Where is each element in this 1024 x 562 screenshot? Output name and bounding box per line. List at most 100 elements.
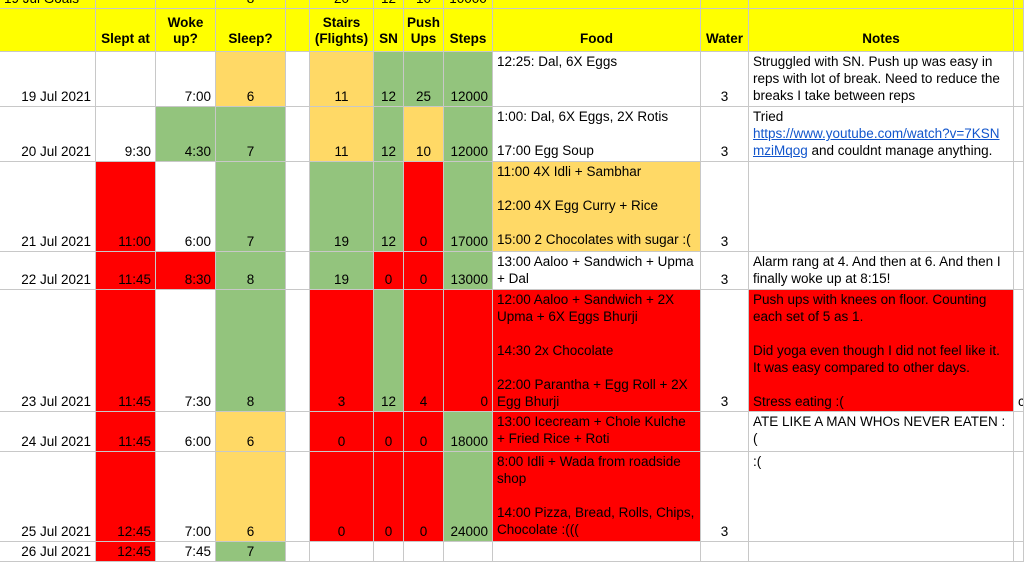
cell-steps[interactable]: 24000 [444,452,493,542]
cell-slept[interactable]: 12:45 [96,542,156,562]
cell-sn[interactable]: 12 [374,52,404,107]
cell-date[interactable]: 24 Jul 2021 [0,412,96,452]
cell-woke[interactable]: 6:00 [156,162,216,252]
cell-woke[interactable]: 6:00 [156,412,216,452]
cell-slept[interactable]: 11:45 [96,252,156,290]
cell-steps[interactable] [444,542,493,562]
cell-extra[interactable] [1014,107,1024,162]
cell-slept[interactable]: 9:30 [96,107,156,162]
cell-slept[interactable]: 11:45 [96,290,156,412]
cell-push[interactable]: 4 [404,290,444,412]
cell-stairs[interactable]: 19 [310,162,374,252]
cell-food[interactable]: 13:00 Aaloo + Sandwich + Upma + Dal [493,252,701,290]
cell-sleep[interactable]: 8 [216,290,286,412]
cell-gap[interactable] [286,542,310,562]
cell-sleep[interactable]: 8 [216,252,286,290]
cell-stairs[interactable]: 11 [310,52,374,107]
cell-notes[interactable] [749,542,1014,562]
goal-cell-steps[interactable]: 10000 [444,0,493,9]
cell-sn[interactable]: 0 [374,252,404,290]
cell-stairs[interactable]: 0 [310,452,374,542]
cell-gap[interactable] [286,290,310,412]
cell-steps[interactable]: 12000 [444,52,493,107]
cell-push[interactable]: 0 [404,252,444,290]
cell-extra[interactable]: c [1014,290,1024,412]
cell-date[interactable]: 21 Jul 2021 [0,162,96,252]
cell-sleep[interactable]: 6 [216,52,286,107]
goal-cell-gap[interactable] [286,0,310,9]
cell-sn[interactable]: 0 [374,412,404,452]
youtube-link[interactable]: https://www.youtube.com/watch?v=7KSNmziM… [753,126,1000,158]
cell-date[interactable]: 19 Jul 2021 [0,52,96,107]
cell-gap[interactable] [286,107,310,162]
cell-sn[interactable]: 12 [374,162,404,252]
cell-food[interactable]: 12:25: Dal, 6X Eggs [493,52,701,107]
cell-steps[interactable]: 18000 [444,412,493,452]
header-stairs[interactable]: Stairs (Flights) [310,9,374,52]
cell-food[interactable]: 1:00: Dal, 6X Eggs, 2X Rotis 17:00 Egg So… [493,107,701,162]
cell-date[interactable]: 23 Jul 2021 [0,290,96,412]
cell-date[interactable]: 26 Jul 2021 [0,542,96,562]
cell-notes[interactable]: ATE LIKE A MAN WHOs NEVER EATEN :( [749,412,1014,452]
header-steps[interactable]: Steps [444,9,493,52]
cell-food[interactable]: 12:00 Aaloo + Sandwich + 2X Upma + 6X Eg… [493,290,701,412]
cell-water[interactable]: 3 [701,252,749,290]
cell-stairs[interactable]: 0 [310,412,374,452]
cell-extra[interactable] [1014,542,1024,562]
cell-stairs[interactable]: 19 [310,252,374,290]
cell-steps[interactable]: 17000 [444,162,493,252]
cell-gap[interactable] [286,252,310,290]
goal-cell-push[interactable]: 10 [404,0,444,9]
cell-notes[interactable]: :( [749,452,1014,542]
goal-cell-food[interactable] [493,0,701,9]
cell-slept[interactable] [96,52,156,107]
header-woke[interactable]: Woke up? [156,9,216,52]
cell-stairs[interactable] [310,542,374,562]
header-food[interactable]: Food [493,9,701,52]
cell-steps[interactable]: 12000 [444,107,493,162]
cell-water[interactable] [701,542,749,562]
goal-cell-extra[interactable] [1014,0,1024,9]
cell-water[interactable]: 3 [701,452,749,542]
goal-cell-date[interactable]: 19 Jul Goals [0,0,96,9]
cell-extra[interactable] [1014,162,1024,252]
header-slept[interactable]: Slept at [96,9,156,52]
header-gap[interactable] [286,9,310,52]
goal-cell-sleep[interactable]: 8 [216,0,286,9]
cell-push[interactable]: 25 [404,52,444,107]
cell-extra[interactable] [1014,452,1024,542]
cell-sn[interactable] [374,542,404,562]
cell-date[interactable]: 22 Jul 2021 [0,252,96,290]
goal-cell-sn[interactable]: 12 [374,0,404,9]
cell-woke[interactable]: 7:00 [156,452,216,542]
cell-push[interactable]: 10 [404,107,444,162]
cell-gap[interactable] [286,412,310,452]
cell-steps[interactable]: 0 [444,290,493,412]
cell-stairs[interactable]: 3 [310,290,374,412]
goal-cell-notes[interactable] [749,0,1014,9]
goal-cell-water[interactable] [701,0,749,9]
cell-extra[interactable] [1014,412,1024,452]
cell-woke[interactable]: 4:30 [156,107,216,162]
cell-water[interactable]: 3 [701,107,749,162]
cell-food[interactable]: 8:00 Idli + Wada from roadside shop 14:00… [493,452,701,542]
header-extra[interactable] [1014,9,1024,52]
cell-water[interactable]: 3 [701,290,749,412]
cell-gap[interactable] [286,162,310,252]
cell-woke[interactable]: 7:30 [156,290,216,412]
header-sleep[interactable]: Sleep? [216,9,286,52]
cell-push[interactable]: 0 [404,452,444,542]
cell-notes[interactable]: Push ups with knees on floor. Counting e… [749,290,1014,412]
header-date[interactable] [0,9,96,52]
cell-water[interactable]: 3 [701,162,749,252]
cell-gap[interactable] [286,52,310,107]
cell-woke[interactable]: 7:45 [156,542,216,562]
cell-sn[interactable]: 12 [374,107,404,162]
cell-date[interactable]: 25 Jul 2021 [0,452,96,542]
header-sn[interactable]: SN [374,9,404,52]
goal-cell-stairs[interactable]: 20 [310,0,374,9]
cell-push[interactable] [404,542,444,562]
goal-cell-slept[interactable] [96,0,156,9]
cell-extra[interactable] [1014,52,1024,107]
cell-notes[interactable]: Struggled with SN. Push up was easy in r… [749,52,1014,107]
